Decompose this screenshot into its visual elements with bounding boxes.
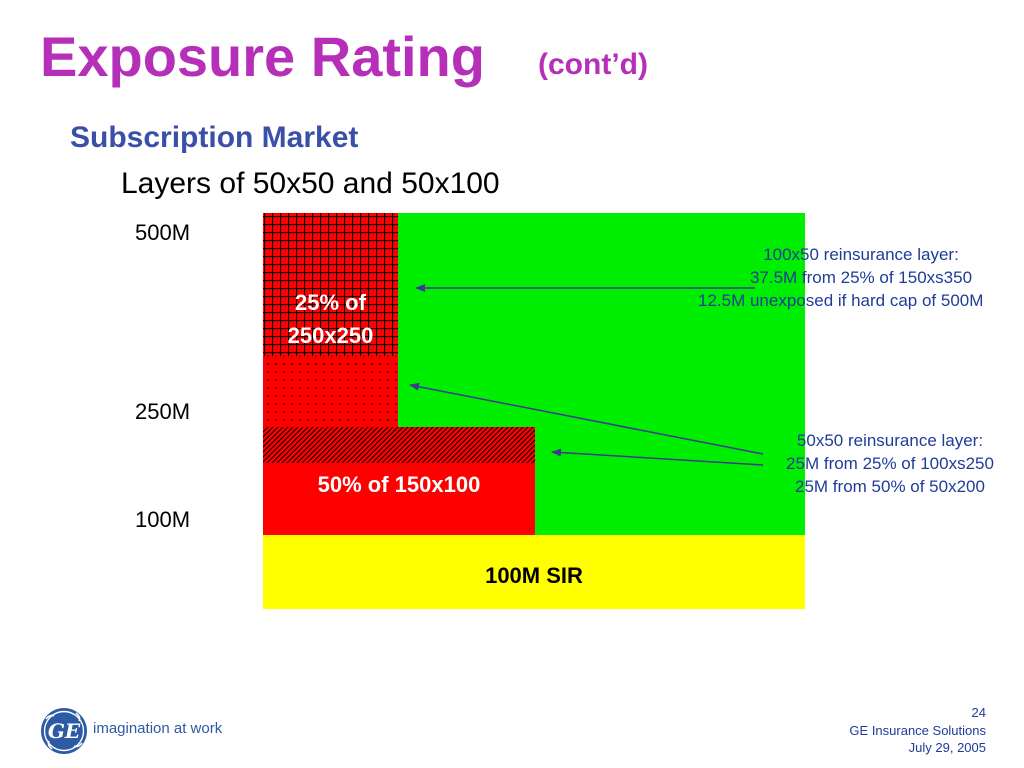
arrow-bottom-annotation-upper: [409, 382, 764, 455]
footer-info: 24 GE Insurance Solutions July 29, 2005: [849, 704, 986, 757]
axis-label-500m: 500M: [135, 220, 191, 245]
axis-label-250m: 250M: [135, 399, 191, 424]
slide-subheading: Layers of 50x50 and 50x100: [121, 167, 500, 200]
slide-title: Exposure Rating: [40, 25, 485, 88]
annotation-top-line2: 37.5M from 25% of 150xs350: [749, 267, 973, 287]
annotation-bottom: 50x50 reinsurance layer: 25M from 25% of…: [758, 430, 1022, 499]
axis-label-100m: 100M: [135, 507, 191, 532]
slide-title-suffix: (cont’d): [538, 48, 648, 81]
red-block-150x100: [263, 463, 535, 535]
yellow-sir-base: [263, 535, 805, 609]
annotation-top-line3: 12.5M unexposed if hard cap of 500M: [698, 290, 984, 310]
footer-tagline: imagination at work: [93, 720, 223, 737]
upper-block-label: 25% of 250x250: [263, 286, 398, 352]
slide-subtitle: Subscription Market: [70, 121, 359, 154]
base-block-label: 100M SIR: [485, 563, 583, 588]
ge-logo-lettering: GE: [48, 719, 81, 743]
ge-logo: GE: [41, 708, 87, 754]
hatched-pattern-block: [263, 427, 535, 463]
upper-block-label-line2: 250x250: [287, 323, 374, 348]
annotation-top: 100x50 reinsurance layer: 37.5M from 25%…: [698, 244, 1024, 313]
dotted-pattern-block: [263, 356, 398, 427]
annotation-bottom-line1: 50x50 reinsurance layer:: [796, 431, 984, 450]
annotation-bottom-line3: 25M from 50% of 50x200: [795, 476, 985, 496]
middle-block-label: 50% of 150x100: [317, 472, 481, 497]
upper-block-label-line1: 25% of: [295, 290, 366, 315]
arrow-bottom-annotation-lower: [551, 448, 764, 466]
footer-date: July 29, 2005: [908, 740, 986, 756]
footer-page-number: 24: [971, 705, 986, 720]
grid-pattern-block: [263, 213, 398, 356]
footer-company: GE Insurance Solutions: [849, 722, 986, 738]
annotation-top-line1: 100x50 reinsurance layer:: [763, 245, 959, 264]
annotation-bottom-line2: 25M from 25% of 100xs250: [786, 453, 994, 473]
